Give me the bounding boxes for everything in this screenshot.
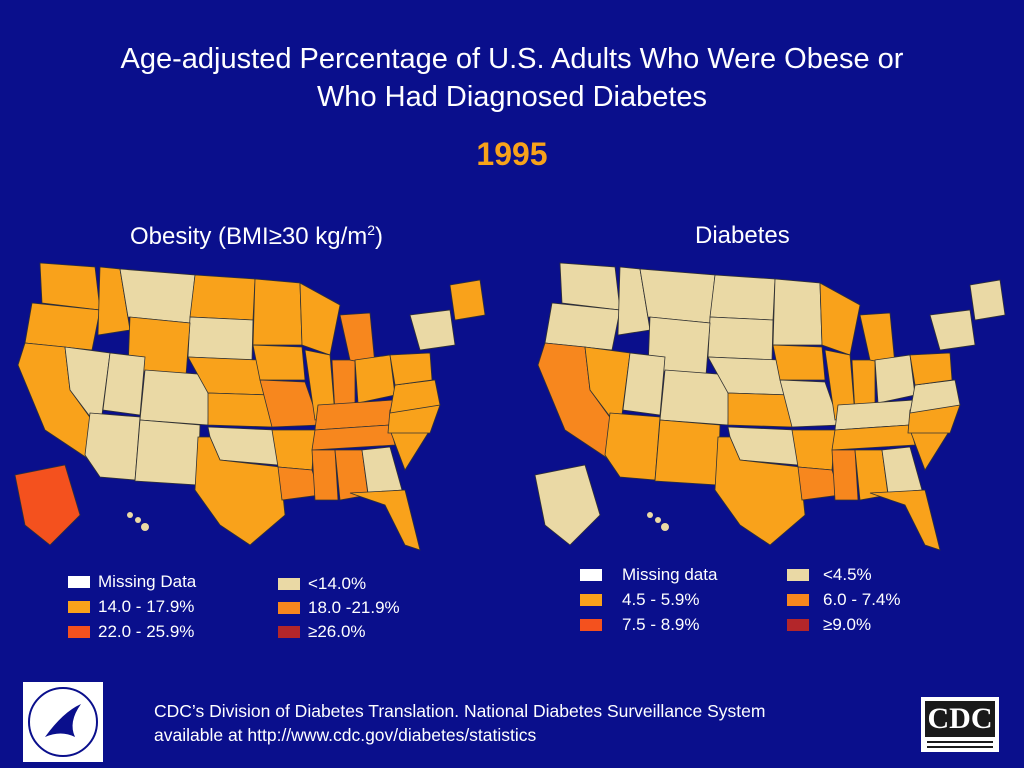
state-florida (349, 489, 421, 551)
diabetes-legend-4.5-5.9: 4.5 - 5.9% (580, 590, 700, 610)
state-minnesota (252, 278, 303, 346)
state-mississippi (311, 449, 339, 501)
obesity-map (14, 262, 486, 551)
state-south-dakota (187, 316, 254, 361)
state-kansas (727, 392, 793, 428)
obesity-legend-missing: Missing Data (68, 572, 196, 592)
title-line-2: Who Had Diagnosed Diabetes (316, 81, 708, 113)
state-michigan (339, 312, 376, 366)
state-ohio (874, 354, 916, 404)
state-arizona (604, 412, 661, 481)
obesity-legend-14-17: 14.0 - 17.9% (68, 597, 194, 617)
state-oregon (24, 302, 101, 351)
state-mississippi (831, 449, 859, 501)
state-georgia (361, 446, 403, 494)
state-montana (639, 268, 716, 324)
state-new-mexico (134, 419, 201, 486)
swatch (787, 594, 809, 606)
cdc-logo: CDC (921, 697, 999, 752)
state-new-york (929, 309, 976, 351)
diabetes-legend-6.0-7.4: 6.0 - 7.4% (787, 590, 901, 610)
state-maine (969, 279, 1006, 321)
obesity-legend-ge26: ≥26.0% (278, 622, 366, 642)
diabetes-map-title: Diabetes (695, 222, 790, 249)
state-alaska (14, 464, 81, 546)
swatch (580, 619, 602, 631)
footer-source: CDC’s Division of Diabetes Translation. … (154, 699, 765, 747)
obesity-map-title: Obesity (BMI≥30 kg/m2) (130, 222, 384, 250)
state-florida (869, 489, 941, 551)
state-tennessee (831, 424, 916, 451)
state-montana (119, 268, 196, 324)
state-new-mexico (654, 419, 721, 486)
state-north-dakota (709, 274, 776, 321)
state-pennsylvania (909, 352, 953, 386)
state-arkansas (271, 429, 316, 471)
state-oregon (544, 302, 621, 351)
swatch (580, 569, 602, 581)
state-arizona (84, 412, 141, 481)
diabetes-map (534, 262, 1006, 551)
state-oklahoma (727, 426, 799, 466)
swatch (68, 576, 90, 588)
state-iowa (772, 344, 826, 381)
state-kansas (207, 392, 273, 428)
state-utah (102, 352, 146, 416)
swatch (68, 601, 90, 613)
state-minnesota (772, 278, 823, 346)
state-washington (559, 262, 621, 311)
state-south-carolina (909, 429, 951, 471)
state-pennsylvania (389, 352, 433, 386)
state-alaska (534, 464, 601, 546)
hhs-seal-logo (23, 682, 103, 762)
diabetes-legend-ge9: ≥9.0% (787, 615, 871, 635)
state-utah (622, 352, 666, 416)
state-texas (194, 436, 286, 546)
state-iowa (252, 344, 306, 381)
slide-title: Age-adjusted Percentage of U.S. Adults W… (0, 40, 1024, 116)
cdc-logo-text: CDC (925, 701, 995, 737)
state-tennessee (311, 424, 396, 451)
swatch (580, 594, 602, 606)
obesity-legend-lt14: <14.0% (278, 574, 366, 594)
state-maine (449, 279, 486, 321)
state-georgia (881, 446, 923, 494)
swatch (278, 626, 300, 638)
state-south-dakota (707, 316, 774, 361)
title-line-1: Age-adjusted Percentage of U.S. Adults W… (120, 43, 904, 75)
state-michigan (859, 312, 896, 366)
swatch (787, 619, 809, 631)
diabetes-legend-7.5-8.9: 7.5 - 8.9% (580, 615, 700, 635)
state-south-carolina (389, 429, 431, 471)
state-new-york (409, 309, 456, 351)
swatch (787, 569, 809, 581)
obesity-legend-18-21: 18.0 -21.9% (278, 598, 400, 618)
state-wisconsin (299, 282, 341, 356)
swatch (68, 626, 90, 638)
state-wisconsin (819, 282, 861, 356)
state-hawaii (127, 512, 149, 531)
state-washington (39, 262, 101, 311)
state-oklahoma (207, 426, 279, 466)
state-arkansas (791, 429, 836, 471)
diabetes-legend-missing: Missing data (580, 565, 717, 585)
year-label: 1995 (476, 136, 548, 172)
diabetes-legend-lt4.5: <4.5% (787, 565, 872, 585)
obesity-legend-22-25: 22.0 - 25.9% (68, 622, 194, 642)
footer-line-1: CDC’s Division of Diabetes Translation. … (154, 701, 766, 721)
swatch (278, 602, 300, 614)
state-north-dakota (189, 274, 256, 321)
state-ohio (354, 354, 396, 404)
swatch (278, 578, 300, 590)
state-hawaii (647, 512, 669, 531)
footer-line-2: available at http://www.cdc.gov/diabetes… (154, 725, 537, 745)
state-texas (714, 436, 806, 546)
